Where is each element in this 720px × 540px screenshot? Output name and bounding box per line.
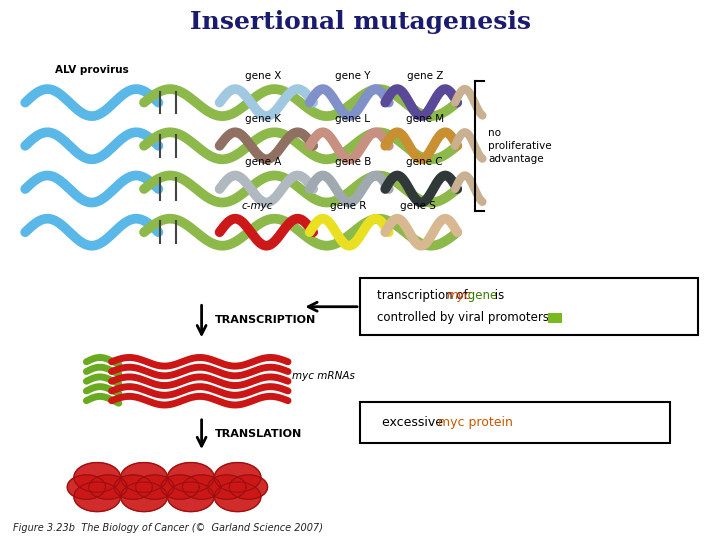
Text: gene Z: gene Z xyxy=(407,71,443,81)
Text: gene M: gene M xyxy=(406,114,444,124)
Text: TRANSLATION: TRANSLATION xyxy=(215,429,302,440)
Text: TRANSCRIPTION: TRANSCRIPTION xyxy=(215,315,316,325)
Text: myc: myc xyxy=(446,289,472,302)
Text: myc protein: myc protein xyxy=(438,416,513,429)
Text: Insertional mutagenesis: Insertional mutagenesis xyxy=(189,10,531,33)
Text: is: is xyxy=(491,289,504,302)
Text: gene A: gene A xyxy=(245,157,281,167)
Polygon shape xyxy=(114,475,153,500)
Text: myc mRNAs: myc mRNAs xyxy=(292,372,354,381)
Text: no
proliferative
advantage: no proliferative advantage xyxy=(488,127,552,164)
FancyBboxPatch shape xyxy=(360,278,698,335)
Polygon shape xyxy=(215,482,261,511)
Text: gene C: gene C xyxy=(407,157,443,167)
Text: gene L: gene L xyxy=(336,114,370,124)
Polygon shape xyxy=(168,463,214,492)
Polygon shape xyxy=(74,482,120,511)
Text: transcription of: transcription of xyxy=(377,289,471,302)
Polygon shape xyxy=(74,463,120,492)
Text: c-myc: c-myc xyxy=(242,200,274,211)
Text: ALV provirus: ALV provirus xyxy=(55,64,129,75)
Text: gene Y: gene Y xyxy=(335,71,371,81)
Polygon shape xyxy=(161,475,199,500)
Text: Figure 3.23b  The Biology of Cancer (©  Garland Science 2007): Figure 3.23b The Biology of Cancer (© Ga… xyxy=(13,523,323,533)
Text: gene X: gene X xyxy=(245,71,281,81)
Polygon shape xyxy=(229,475,268,500)
Text: gene S: gene S xyxy=(400,200,436,211)
Polygon shape xyxy=(207,475,246,500)
Polygon shape xyxy=(135,475,174,500)
Polygon shape xyxy=(89,475,127,500)
Text: gene R: gene R xyxy=(330,200,366,211)
Polygon shape xyxy=(121,482,167,511)
Polygon shape xyxy=(121,463,167,492)
Polygon shape xyxy=(182,475,221,500)
Polygon shape xyxy=(215,463,261,492)
Polygon shape xyxy=(168,482,214,511)
Text: excessive: excessive xyxy=(382,416,446,429)
Text: controlled by viral promoters: controlled by viral promoters xyxy=(377,311,549,324)
Polygon shape xyxy=(67,475,106,500)
Text: gene B: gene B xyxy=(335,157,371,167)
FancyBboxPatch shape xyxy=(360,402,670,443)
Text: gene K: gene K xyxy=(245,114,281,124)
Bar xyxy=(548,313,562,323)
Text: gene: gene xyxy=(464,289,498,302)
